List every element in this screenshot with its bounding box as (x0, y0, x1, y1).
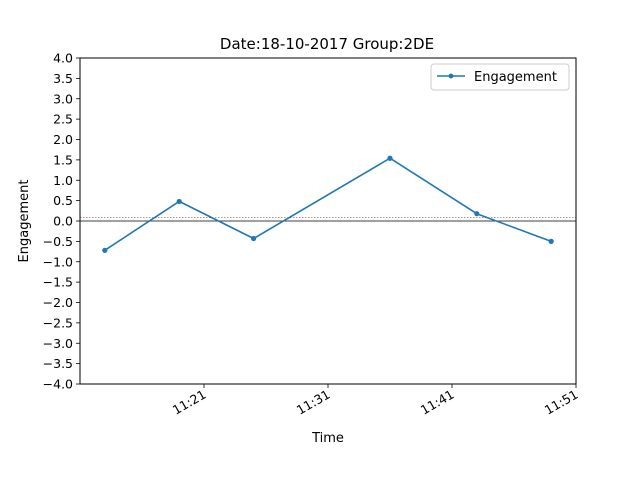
legend: Engagement (430, 63, 570, 91)
data-point (474, 211, 480, 217)
chart-title: Date:18-10-2017 Group:2DE (220, 35, 434, 53)
data-point (102, 247, 108, 253)
data-point (387, 155, 393, 161)
y-tick-label: 4.0 (53, 51, 73, 66)
y-tick-label: 1.5 (53, 152, 73, 167)
y-tick-label: −1.5 (43, 275, 73, 290)
x-axis-label: Time (311, 431, 344, 446)
y-tick-label: −3.0 (43, 336, 73, 351)
reference-lines (80, 217, 576, 222)
legend-box (430, 63, 570, 91)
y-tick-label: 1.0 (53, 173, 73, 188)
y-tick-label: −2.0 (43, 295, 73, 310)
y-tick-label: 3.5 (53, 71, 73, 86)
data-point (251, 235, 257, 242)
y-tick-label: −1.0 (43, 254, 73, 269)
y-tick-label: −0.5 (43, 234, 73, 249)
data-point (548, 238, 554, 244)
y-tick-label: −3.5 (43, 356, 73, 371)
y-axis-ticks: 4.0 3.5 3.0 2.5 2.0 1.5 1.0 0.5 0.0 −0.5 −1.0 −1.5 −… (43, 51, 80, 392)
plot-area-frame (79, 57, 577, 385)
series-line-engagement (104, 157, 552, 251)
y-tick-label: 0.5 (53, 193, 73, 208)
y-axis-label: Engagement (17, 180, 32, 263)
series-layer (102, 155, 554, 253)
y-tick-label: −4.0 (43, 377, 73, 392)
y-tick-label: 2.5 (53, 112, 73, 127)
legend-label-engagement: Engagement (474, 70, 557, 85)
y-tick-label: 3.0 (53, 91, 73, 106)
y-tick-label: 2.0 (53, 132, 73, 147)
y-tick-label: −2.5 (43, 315, 73, 330)
data-point (176, 198, 182, 205)
y-tick-label: 0.0 (53, 214, 73, 229)
legend-swatch-marker (448, 73, 454, 79)
